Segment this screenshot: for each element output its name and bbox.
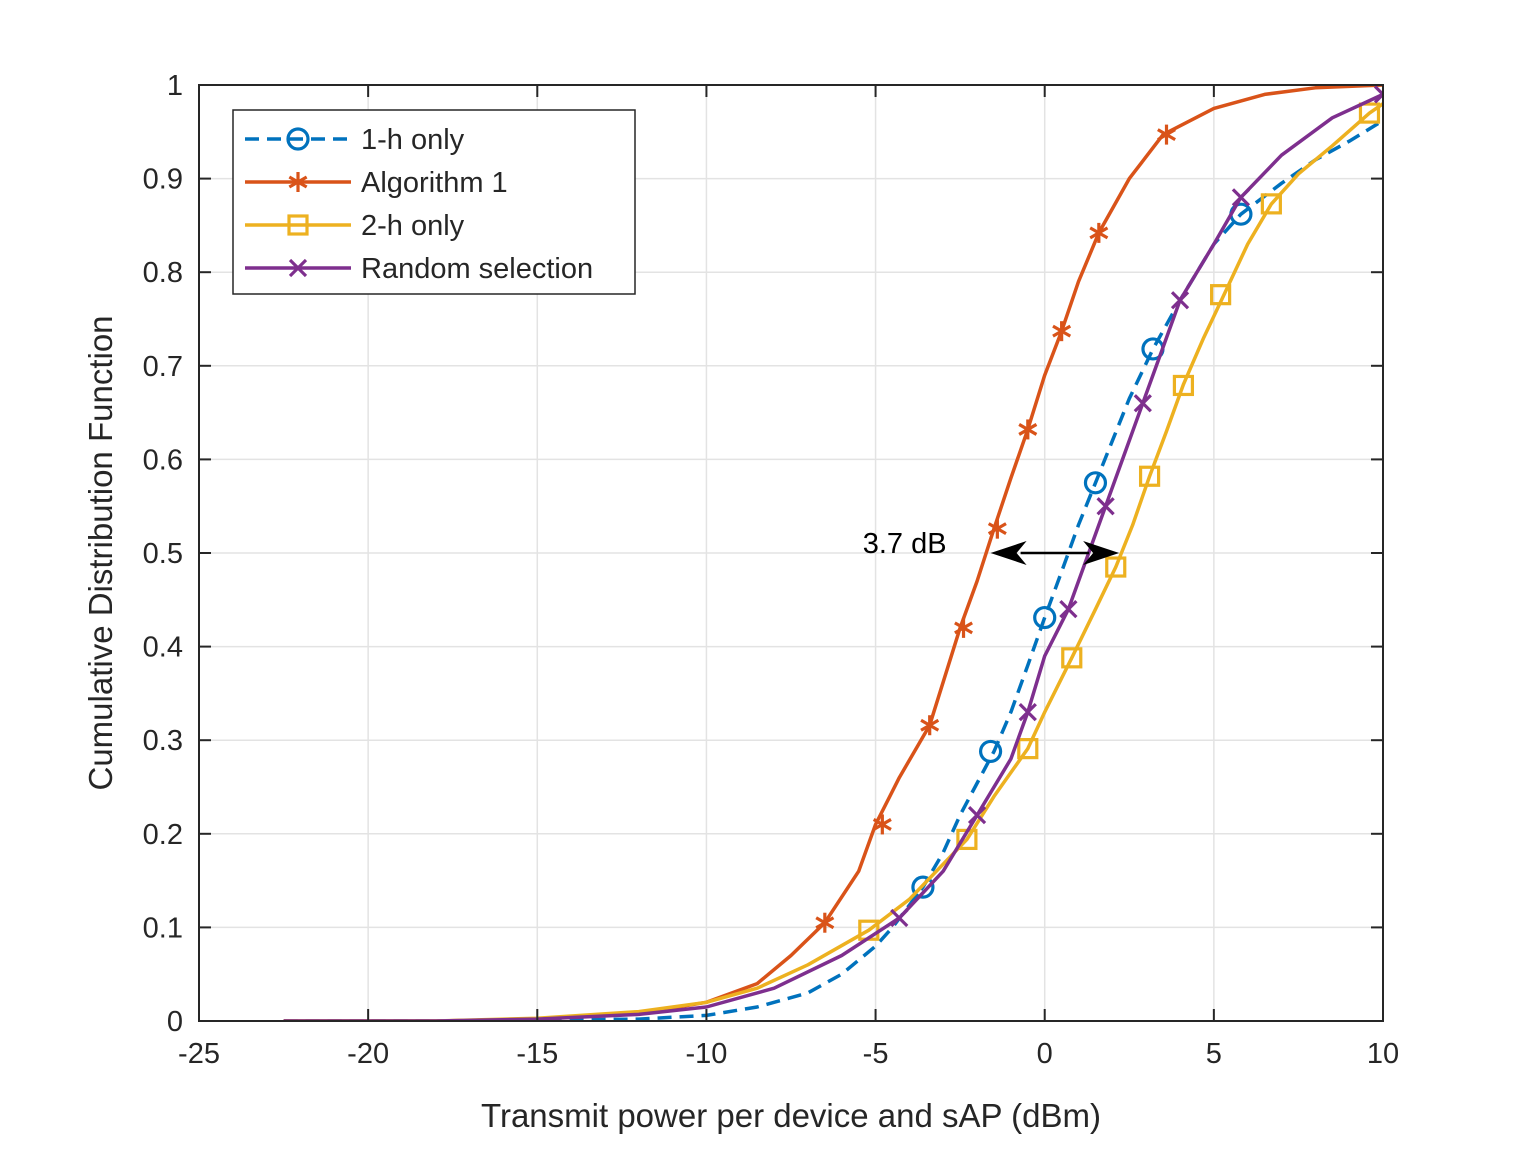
legend: 1-h only Algorithm 1 2-h only Random select… — [232, 109, 636, 295]
series-3-marker — [1017, 738, 1039, 760]
series-2-marker — [920, 715, 940, 736]
legend-marker — [286, 127, 310, 151]
series-4-marker — [1231, 188, 1251, 207]
series-2-marker — [872, 814, 892, 835]
y-tick-label: 0.2 — [143, 819, 183, 851]
y-tick-label: 0.6 — [143, 444, 183, 476]
series-3-marker — [1061, 647, 1083, 669]
x-tick-label: -25 — [178, 1038, 220, 1070]
series-2-marker — [1089, 222, 1109, 243]
series-4-marker — [1059, 600, 1078, 619]
y-tick-label: 0.9 — [143, 164, 183, 196]
series-2-marker — [1052, 321, 1072, 342]
legend-marker — [287, 214, 309, 236]
series-3-marker — [1138, 465, 1161, 487]
series-group — [283, 85, 1383, 1021]
series-1-marker — [1033, 605, 1057, 630]
legend-entry: Algorithm 1 — [245, 167, 508, 199]
series-3-marker — [1172, 374, 1195, 397]
x-tick-label: -10 — [685, 1038, 727, 1070]
y-tick-label: 0.7 — [143, 351, 183, 383]
series-3-marker — [1358, 102, 1381, 124]
series-4-marker — [1018, 702, 1037, 722]
y-tick-label: 0.1 — [143, 912, 183, 944]
axes: -25 -20 -15 -10 -5 0 5 10 0 0.1 0.2 0.3 0.4 0.5 0.6 0.7… — [143, 70, 1399, 1070]
legend-label: Random selection — [361, 253, 593, 285]
series-2-marker — [987, 518, 1007, 539]
y-tick-label: 0.3 — [143, 725, 183, 757]
legend-entry: 2-h only — [245, 210, 465, 242]
series-1-marker — [1083, 471, 1108, 495]
series-1-marker — [911, 875, 935, 899]
legend-label: 1-h only — [361, 124, 465, 156]
series-2-marker — [1018, 419, 1038, 440]
series-4-marker — [1170, 291, 1190, 310]
y-tick-label: 0.8 — [143, 257, 183, 289]
legend-marker — [288, 258, 308, 278]
series-2-marker — [815, 912, 835, 933]
x-tick-label: 0 — [1037, 1038, 1053, 1070]
series-2-marker — [1157, 124, 1176, 145]
series-line-4 — [283, 92, 1383, 1021]
legend-label: Algorithm 1 — [361, 167, 508, 199]
legend-label: 2-h only — [361, 210, 465, 242]
y-tick-label: 0.4 — [143, 632, 183, 664]
x-tick-label: -5 — [863, 1038, 889, 1070]
annotation-group: 3.7 dB — [863, 528, 1120, 565]
annotation-label: 3.7 dB — [863, 528, 947, 560]
y-tick-label: 0.5 — [143, 538, 183, 570]
x-tick-label: 5 — [1206, 1038, 1222, 1070]
series-4-marker — [1373, 85, 1383, 104]
series-4-marker — [967, 805, 987, 825]
x-tick-label: -15 — [516, 1038, 558, 1070]
annotation-arrowhead-right — [1083, 541, 1120, 565]
series-4-marker — [890, 908, 909, 928]
y-tick-label: 0 — [167, 1006, 183, 1038]
legend-entry: Random selection — [245, 253, 593, 285]
series-1-marker — [978, 739, 1003, 764]
series-3-marker — [1260, 193, 1282, 215]
x-tick-label: 10 — [1367, 1038, 1399, 1070]
series-4-marker — [1096, 497, 1115, 516]
y-axis-label: Cumulative Distribution Function — [82, 315, 119, 790]
x-tick-label: -20 — [347, 1038, 389, 1070]
x-axis-label: Transmit power per device and sAP (dBm) — [481, 1097, 1101, 1134]
series-3-marker — [1105, 556, 1127, 578]
y-tick-label: 1 — [167, 70, 183, 102]
annotation-arrowhead-left — [990, 541, 1027, 565]
series-line-3 — [283, 102, 1383, 1021]
series-2-marker — [954, 617, 973, 638]
series-3-marker — [1210, 284, 1232, 306]
series-4-marker — [1133, 394, 1152, 413]
legend-marker — [288, 172, 308, 192]
legend-entry: 1-h only — [245, 124, 465, 156]
